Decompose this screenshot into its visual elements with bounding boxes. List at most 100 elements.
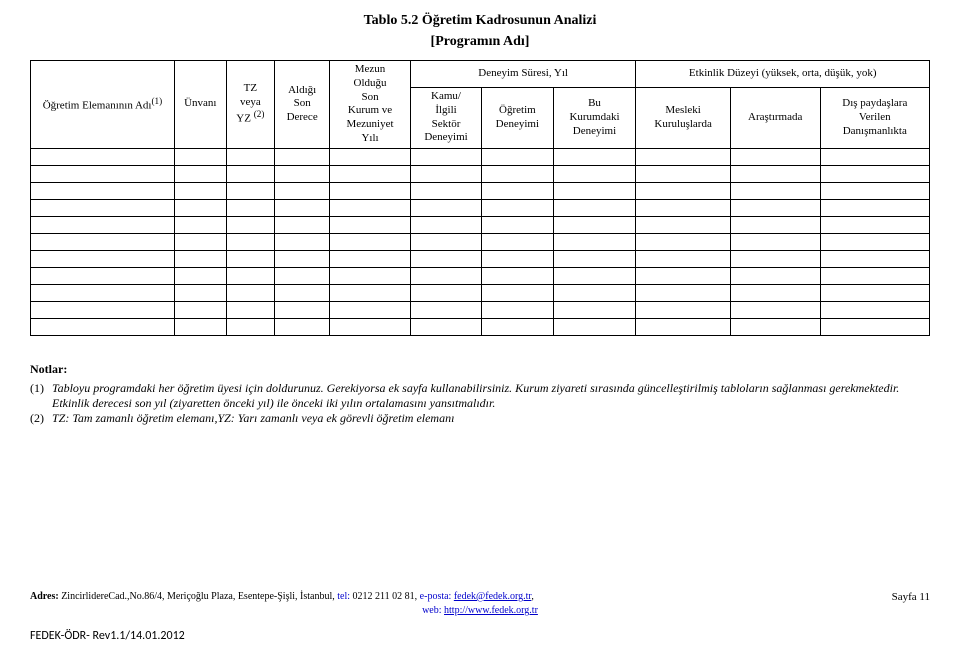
table-cell [330, 216, 411, 233]
table-cell [636, 165, 730, 182]
table-cell [820, 301, 929, 318]
table-cell [636, 267, 730, 284]
table-row [31, 199, 930, 216]
notes-list: (1)Tabloyu programdaki her öğretim üyesi… [30, 381, 930, 426]
table-cell [636, 284, 730, 301]
footer-email-link[interactable]: fedek@fedek.org.tr [454, 591, 531, 602]
table-cell [31, 216, 175, 233]
table-cell [410, 267, 481, 284]
table-cell [636, 318, 730, 335]
table-cell [553, 233, 636, 250]
table-cell [226, 148, 274, 165]
note-item: (1)Tabloyu programdaki her öğretim üyesi… [30, 381, 930, 411]
table-cell [730, 233, 820, 250]
table-cell [636, 148, 730, 165]
col-group-activity: Etkinlik Düzeyi (yüksek, orta, düşük, yo… [636, 61, 930, 88]
table-cell [226, 250, 274, 267]
col-research: Araştırmada [730, 87, 820, 148]
table-cell [553, 148, 636, 165]
table-cell [330, 148, 411, 165]
table-cell [226, 199, 274, 216]
table-cell [730, 267, 820, 284]
table-cell [410, 199, 481, 216]
table-cell [174, 165, 226, 182]
table-cell [174, 148, 226, 165]
table-cell [31, 267, 175, 284]
table-cell [31, 199, 175, 216]
table-cell [482, 250, 553, 267]
table-cell [636, 233, 730, 250]
table-cell [275, 318, 330, 335]
table-row [31, 267, 930, 284]
table-cell [410, 318, 481, 335]
page-number: Sayfa 11 [892, 590, 930, 605]
table-cell [820, 165, 929, 182]
footer-revision: FEDEK-ÖDR- Rev1.1/14.01.2012 [30, 628, 930, 644]
table-cell [174, 250, 226, 267]
table-cell [275, 301, 330, 318]
table-cell [482, 301, 553, 318]
table-cell [275, 216, 330, 233]
table-cell [275, 182, 330, 199]
table-cell [730, 148, 820, 165]
table-cell [31, 182, 175, 199]
notes-heading: Notlar: [30, 362, 930, 377]
table-cell [275, 250, 330, 267]
col-public-sector: Kamu/ İlgili Sektör Deneyimi [410, 87, 481, 148]
table-cell [820, 148, 929, 165]
table-cell [174, 318, 226, 335]
table-cell [330, 318, 411, 335]
table-cell [410, 301, 481, 318]
table-cell [410, 250, 481, 267]
table-cell [174, 301, 226, 318]
table-cell [330, 182, 411, 199]
table-cell [275, 148, 330, 165]
table-cell [820, 284, 929, 301]
col-degree: Aldığı Son Derece [275, 61, 330, 149]
table-cell [730, 165, 820, 182]
table-cell [31, 148, 175, 165]
table-cell [330, 199, 411, 216]
table-cell [482, 165, 553, 182]
table-cell [31, 233, 175, 250]
table-row [31, 148, 930, 165]
col-prof-org: Mesleki Kuruluşlarda [636, 87, 730, 148]
table-cell [174, 216, 226, 233]
table-cell [330, 165, 411, 182]
table-cell [31, 165, 175, 182]
table-cell [174, 284, 226, 301]
table-cell [174, 233, 226, 250]
table-cell [636, 199, 730, 216]
table-cell [226, 318, 274, 335]
program-name-placeholder: [Programın Adı] [30, 31, 930, 52]
table-cell [553, 284, 636, 301]
table-cell [330, 233, 411, 250]
table-row [31, 318, 930, 335]
col-consult: Dış paydaşlara Verilen Danışmanlıkta [820, 87, 929, 148]
table-row [31, 301, 930, 318]
table-cell [410, 148, 481, 165]
table-cell [730, 284, 820, 301]
table-cell [31, 318, 175, 335]
table-cell [226, 233, 274, 250]
table-cell [730, 216, 820, 233]
table-cell [636, 250, 730, 267]
table-cell [553, 301, 636, 318]
table-cell [226, 165, 274, 182]
table-body [31, 148, 930, 335]
table-cell [820, 267, 929, 284]
table-cell [31, 284, 175, 301]
table-cell [410, 165, 481, 182]
table-cell [275, 199, 330, 216]
table-cell [330, 267, 411, 284]
col-grad: Mezun Olduğu Son Kurum ve Mezuniyet Yılı [330, 61, 411, 149]
table-cell [275, 267, 330, 284]
table-row [31, 216, 930, 233]
footer-web-link[interactable]: http://www.fedek.org.tr [444, 605, 538, 616]
table-cell [226, 216, 274, 233]
table-cell [31, 250, 175, 267]
table-cell [31, 301, 175, 318]
table-cell [820, 182, 929, 199]
table-cell [482, 284, 553, 301]
table-cell [482, 148, 553, 165]
